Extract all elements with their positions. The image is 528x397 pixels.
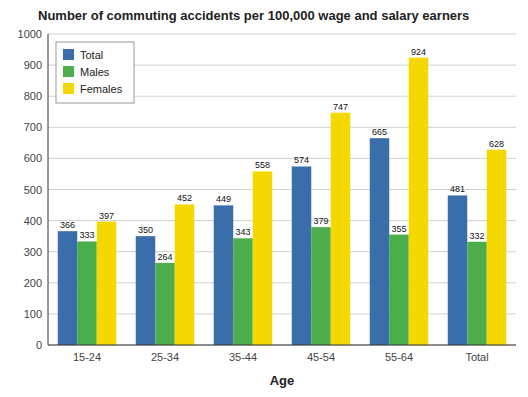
bar bbox=[311, 227, 331, 345]
bar bbox=[58, 231, 78, 345]
y-tick-label: 0 bbox=[36, 339, 42, 351]
data-label: 481 bbox=[450, 184, 465, 194]
bar bbox=[487, 150, 507, 345]
bar bbox=[467, 242, 487, 345]
y-tick-label: 400 bbox=[24, 215, 42, 227]
data-label: 628 bbox=[489, 139, 504, 149]
legend-swatch bbox=[63, 49, 74, 60]
bar bbox=[331, 113, 351, 345]
data-label: 558 bbox=[255, 160, 270, 170]
grid-line bbox=[48, 220, 516, 221]
data-label: 343 bbox=[235, 227, 250, 237]
bar bbox=[292, 166, 312, 345]
bar bbox=[448, 195, 468, 345]
title: Number of commuting accidents per 100,00… bbox=[38, 8, 469, 23]
legend-swatch bbox=[63, 66, 74, 77]
grid-line bbox=[48, 313, 516, 314]
data-label: 333 bbox=[79, 230, 94, 240]
grid-line bbox=[48, 282, 516, 283]
data-label: 924 bbox=[411, 47, 426, 57]
x-axis-line bbox=[48, 345, 516, 346]
x-tick-label: 15-24 bbox=[73, 351, 101, 363]
data-label: 665 bbox=[372, 127, 387, 137]
y-tick-label: 200 bbox=[24, 277, 42, 289]
legend-label: Total bbox=[80, 49, 103, 61]
data-label: 379 bbox=[313, 216, 328, 226]
grid-line bbox=[48, 34, 516, 35]
bar bbox=[409, 58, 429, 345]
x-tick-label: 25-34 bbox=[151, 351, 179, 363]
grid-line bbox=[48, 158, 516, 159]
grid-line bbox=[48, 189, 516, 190]
y-tick-label: 100 bbox=[24, 308, 42, 320]
grid-line bbox=[48, 251, 516, 252]
legend-box bbox=[56, 42, 134, 103]
x-tick-label: 45-54 bbox=[307, 351, 335, 363]
data-label: 452 bbox=[177, 193, 192, 203]
data-label: 397 bbox=[99, 211, 114, 221]
y-axis-line bbox=[48, 34, 49, 345]
y-tick-label: 900 bbox=[24, 59, 42, 71]
legend: Total Males Females bbox=[56, 42, 134, 103]
data-label: 366 bbox=[60, 220, 75, 230]
legend-swatch bbox=[63, 83, 74, 94]
grid-line bbox=[48, 345, 516, 346]
bar bbox=[233, 238, 253, 345]
y-tick-label: 700 bbox=[24, 121, 42, 133]
data-label: 350 bbox=[138, 225, 153, 235]
legend-label: Males bbox=[80, 66, 110, 78]
data-label: 747 bbox=[333, 102, 348, 112]
x-tick-label: Total bbox=[465, 351, 488, 363]
bar bbox=[253, 171, 273, 345]
data-label: 574 bbox=[294, 155, 309, 165]
x-axis-label: Age bbox=[270, 373, 295, 388]
y-tick-label: 300 bbox=[24, 246, 42, 258]
data-label: 449 bbox=[216, 194, 231, 204]
y-tick-label: 800 bbox=[24, 90, 42, 102]
data-label: 264 bbox=[157, 252, 172, 262]
grid-line bbox=[48, 127, 516, 128]
x-tick-label: 35-44 bbox=[229, 351, 257, 363]
bar bbox=[214, 205, 234, 345]
x-tick-label: 55-64 bbox=[385, 351, 413, 363]
bar bbox=[77, 241, 97, 345]
bar bbox=[175, 204, 195, 345]
bar bbox=[155, 263, 175, 345]
chart: Number of commuting accidents per 100,00… bbox=[0, 0, 528, 397]
bar bbox=[389, 235, 409, 345]
y-tick-label: 1000 bbox=[18, 28, 42, 40]
bar bbox=[370, 138, 390, 345]
bar bbox=[97, 222, 117, 345]
data-label: 332 bbox=[469, 231, 484, 241]
grid bbox=[48, 34, 516, 345]
legend-label: Females bbox=[80, 83, 123, 95]
data-label: 355 bbox=[391, 224, 406, 234]
y-tick-label: 600 bbox=[24, 152, 42, 164]
y-tick-label: 500 bbox=[24, 184, 42, 196]
bar bbox=[136, 236, 156, 345]
